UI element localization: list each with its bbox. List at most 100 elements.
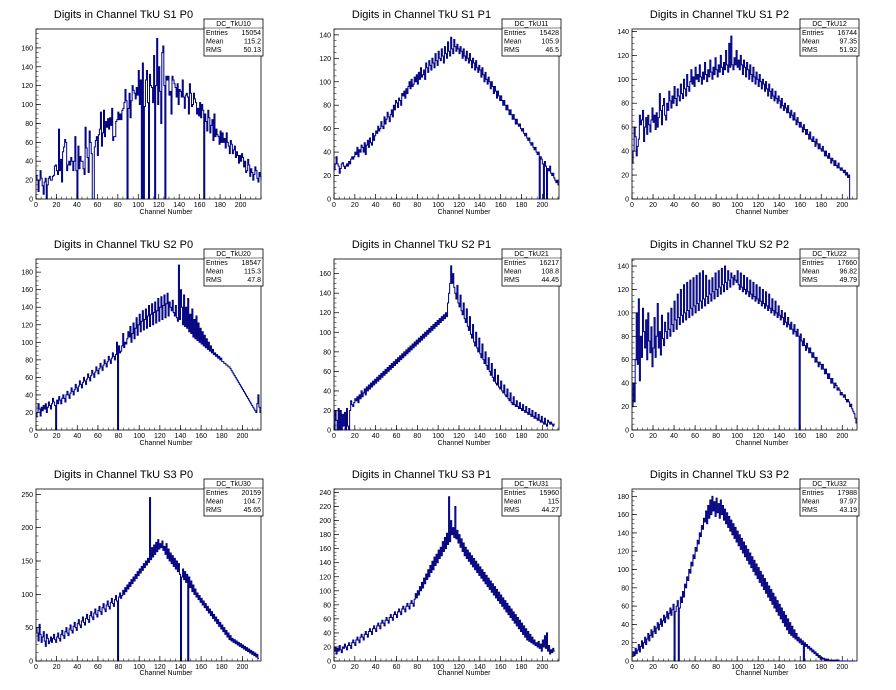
histogram-panel-9: Digits in Channel TkU S3 P2 0 20 40 60 80 100 1… xyxy=(617,469,860,677)
stats-label: Entries xyxy=(504,30,526,37)
x-tick-label: 20 xyxy=(351,664,359,671)
x-tick-label: 20 xyxy=(649,664,657,671)
histogram-panel-3: Digits in Channel TkU S1 P2 0 20 40 60 80 100 1… xyxy=(617,9,860,216)
y-tick-label: 100 xyxy=(319,588,331,595)
stats-box-frame xyxy=(501,248,562,287)
x-tick-label: 60 xyxy=(93,202,101,209)
chart-title: Digits in Channel TkU S1 P1 xyxy=(352,9,491,21)
y-tick-label: 180 xyxy=(617,494,629,501)
stats-value: 105.9 xyxy=(541,39,559,46)
stats-name: DC_TkU30 xyxy=(216,481,251,488)
stats-value: 104.7 xyxy=(243,499,261,506)
x-tick-label: 80 xyxy=(712,664,720,671)
histogram-panel-6: Digits in Channel TkU S2 P2 0 20 40 60 80 100 1… xyxy=(617,239,860,447)
stats-value: 17988 xyxy=(838,490,858,497)
x-tick-label: 140 xyxy=(474,202,486,209)
stats-box-frame xyxy=(501,18,562,57)
x-tick-label: 40 xyxy=(670,202,678,209)
x-tick-label: 100 xyxy=(432,664,444,671)
stats-box: DC_TkU22 Entries 17660 Mean 96.82 RMS 49.79 xyxy=(799,248,860,287)
y-tick-label: 80 xyxy=(621,101,629,108)
y-tick-label: 0 xyxy=(625,659,629,666)
x-tick-label: 60 xyxy=(393,202,401,209)
chart-title: Digits in Channel TkU S2 P0 xyxy=(54,239,193,251)
y-tick-label: 80 xyxy=(323,103,331,110)
x-tick-label: 180 xyxy=(214,202,226,209)
y-tick-label: 80 xyxy=(621,334,629,341)
stats-label: Mean xyxy=(504,39,522,46)
stats-label: Entries xyxy=(504,490,526,497)
stats-box: DC_TkU30 Entries 20159 Mean 104.7 RMS 45.65 xyxy=(203,478,264,517)
stats-value: 50.13 xyxy=(243,47,261,54)
stats-value: 115.3 xyxy=(244,269,261,276)
histogram-panel-8: Digits in Channel TkU S3 P1 0 20 40 60 80 100 1… xyxy=(319,469,562,677)
y-tick-label: 100 xyxy=(617,567,629,574)
y-tick-label: 20 xyxy=(25,178,33,185)
y-tick-label: 140 xyxy=(617,29,629,36)
x-tick-label: 80 xyxy=(413,664,421,671)
x-tick-label: 180 xyxy=(815,202,827,209)
stats-box-frame xyxy=(799,248,860,287)
chart-title: Digits in Channel TkU S3 P2 xyxy=(650,469,789,481)
x-tick-label: 40 xyxy=(372,664,380,671)
y-tick-label: 80 xyxy=(25,121,33,128)
x-axis-label: Channel Number xyxy=(438,209,492,216)
histogram-series xyxy=(36,264,261,431)
x-tick-label: 140 xyxy=(173,202,185,209)
x-tick-label: 200 xyxy=(836,202,848,209)
stats-box: DC_TkU31 Entries 15960 Mean 115 RMS 44.27 xyxy=(501,478,562,517)
stats-label: Entries xyxy=(802,30,824,37)
y-tick-label: 120 xyxy=(617,549,629,556)
plot-frame xyxy=(35,488,262,662)
x-tick-label: 140 xyxy=(474,664,486,671)
y-tick-label: 100 xyxy=(617,310,629,317)
x-tick-label: 40 xyxy=(670,664,678,671)
stats-label: RMS xyxy=(206,277,222,284)
stats-value: 20159 xyxy=(242,490,262,497)
x-tick-label: 20 xyxy=(351,433,359,440)
stats-box: DC_TkU20 Entries 18547 Mean 115.3 RMS 47.8 xyxy=(203,248,264,287)
y-tick-label: 150 xyxy=(21,559,33,566)
x-tick-label: 0 xyxy=(34,664,38,671)
y-tick-label: 180 xyxy=(21,270,33,277)
stats-label: RMS xyxy=(802,277,818,284)
x-tick-label: 160 xyxy=(794,202,806,209)
y-tick-label: 0 xyxy=(327,659,331,666)
chart-title: Digits in Channel TkU S3 P0 xyxy=(54,469,193,481)
x-tick-label: 40 xyxy=(73,433,81,440)
plot-frame xyxy=(631,488,858,662)
x-tick-label: 160 xyxy=(195,664,207,671)
x-tick-label: 180 xyxy=(815,433,827,440)
x-tick-label: 180 xyxy=(216,664,228,671)
x-tick-label: 60 xyxy=(691,664,699,671)
x-tick-label: 20 xyxy=(649,202,657,209)
y-tick-label: 0 xyxy=(327,197,331,204)
y-tick-label: 80 xyxy=(25,357,33,364)
stats-label: Entries xyxy=(504,260,526,267)
histogram-series xyxy=(334,496,555,655)
x-tick-label: 160 xyxy=(194,202,206,209)
y-tick-label: 120 xyxy=(21,322,33,329)
stats-label: Mean xyxy=(504,499,522,506)
x-tick-label: 0 xyxy=(630,202,634,209)
x-tick-label: 60 xyxy=(691,433,699,440)
y-tick-label: 100 xyxy=(617,77,629,84)
x-tick-label: 60 xyxy=(393,433,401,440)
x-tick-label: 60 xyxy=(393,664,401,671)
stats-label: Mean xyxy=(206,499,224,506)
stats-value: 16744 xyxy=(838,30,858,37)
x-tick-label: 120 xyxy=(752,202,764,209)
stats-value: 45.65 xyxy=(243,507,261,514)
x-tick-label: 80 xyxy=(115,433,123,440)
histogram-series xyxy=(632,265,857,431)
histogram-panel-1: Digits in Channel TkU S1 P0 0 20 40 60 80 100 1… xyxy=(21,9,264,216)
x-tick-label: 100 xyxy=(133,664,145,671)
histogram-series xyxy=(36,497,259,662)
histogram-series xyxy=(334,265,555,431)
y-tick-label: 0 xyxy=(29,197,33,204)
y-tick-label: 40 xyxy=(323,630,331,637)
x-tick-label: 120 xyxy=(752,664,764,671)
x-tick-label: 0 xyxy=(332,202,336,209)
x-tick-label: 80 xyxy=(115,664,123,671)
y-tick-label: 220 xyxy=(319,504,331,511)
